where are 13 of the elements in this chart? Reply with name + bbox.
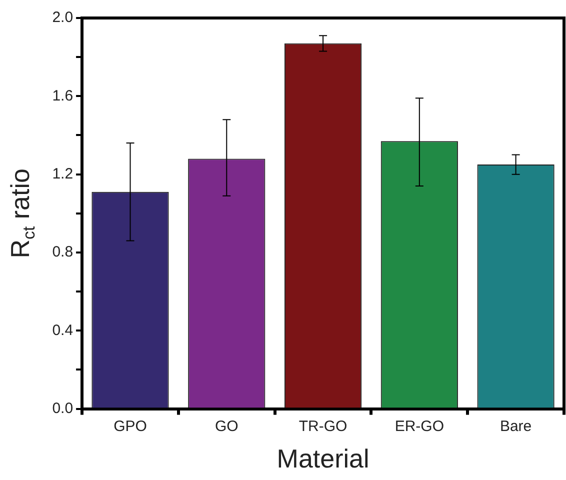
y-axis-title: Rct ratio — [5, 168, 38, 258]
x-tick-label: GPO — [114, 418, 147, 435]
y-tick-label: 1.6 — [52, 87, 74, 104]
y-tick-label: 0.4 — [52, 322, 74, 339]
y-tick-label: 1.2 — [52, 165, 74, 182]
x-axis-title: Material — [276, 444, 370, 474]
x-tick-label: Bare — [500, 418, 532, 435]
y-tick-label: 2.0 — [52, 9, 74, 26]
y-tick-label: 0.0 — [52, 400, 74, 417]
x-tick-label: ER-GO — [394, 418, 444, 435]
x-tick-label: GO — [214, 418, 238, 435]
x-tick-label: TR-GO — [298, 418, 348, 435]
y-tick-label: 0.8 — [52, 244, 74, 261]
